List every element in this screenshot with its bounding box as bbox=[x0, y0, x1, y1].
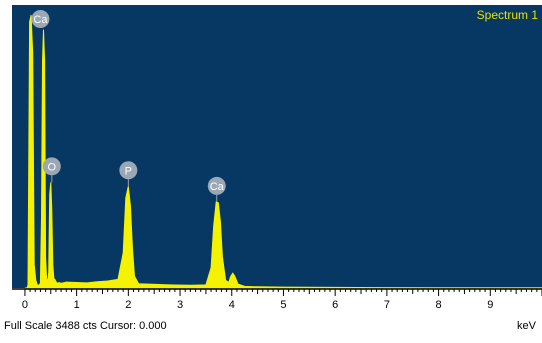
peak-label-text: Ca bbox=[210, 181, 225, 193]
peak-marker bbox=[42, 157, 61, 176]
peak-marker bbox=[119, 161, 138, 180]
peak-label-text: Ca bbox=[33, 14, 48, 26]
status-readout: Full Scale 3488 cts Cursor: 0.000 bbox=[4, 320, 167, 332]
peak-label-text: O bbox=[48, 161, 57, 173]
peak-label-ca-3[interactable]: Ca bbox=[207, 176, 226, 202]
x-tick-label: 6 bbox=[332, 299, 338, 311]
x-tick-label: 0 bbox=[22, 299, 28, 311]
spectrum-layer bbox=[24, 14, 542, 289]
spectrum-series-0 bbox=[24, 14, 542, 289]
x-axis: 0 1 2 3 4 5 6 7 8 9 bbox=[12, 288, 542, 311]
x-tick-label: 4 bbox=[229, 299, 235, 311]
peak-label-o-1[interactable]: O bbox=[42, 157, 61, 183]
peak-label-ca-0[interactable]: Ca bbox=[31, 10, 50, 28]
x-tick-label: 7 bbox=[384, 299, 390, 311]
x-tick-label: 8 bbox=[436, 299, 442, 311]
peak-labels: Ca O P Ca bbox=[31, 10, 226, 202]
peak-label-text: P bbox=[125, 165, 132, 177]
spectrum-title: Spectrum 1 bbox=[477, 8, 539, 22]
x-tick-label: 5 bbox=[280, 299, 286, 311]
x-tick-label: 1 bbox=[74, 299, 80, 311]
peak-label-p-2[interactable]: P bbox=[119, 161, 138, 187]
peak-marker bbox=[31, 10, 50, 28]
x-tick-label: 3 bbox=[177, 299, 183, 311]
x-axis-unit-label: keV bbox=[517, 320, 536, 332]
x-tick-label: 9 bbox=[487, 299, 493, 311]
peak-marker bbox=[207, 176, 226, 195]
plot-area[interactable] bbox=[12, 5, 542, 288]
x-tick-label: 2 bbox=[125, 299, 131, 311]
